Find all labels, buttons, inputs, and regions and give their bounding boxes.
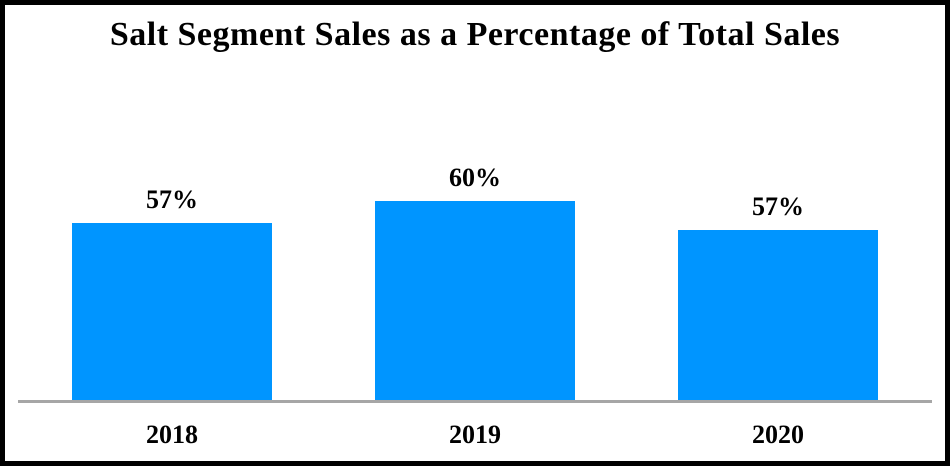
bar-2020 [678, 230, 878, 400]
value-label-2018: 57% [146, 185, 198, 214]
x-tick-label-2018: 2018 [146, 420, 198, 449]
x-axis-line [18, 400, 932, 403]
bar-2018 [72, 223, 272, 400]
x-tick-label-2019: 2019 [449, 420, 501, 449]
x-tick-label-2020: 2020 [752, 420, 804, 449]
bar-2019 [375, 201, 575, 400]
chart-title: Salt Segment Sales as a Percentage of To… [109, 16, 841, 53]
value-label-2019: 60% [449, 163, 501, 192]
value-label-2020: 57% [752, 192, 804, 221]
